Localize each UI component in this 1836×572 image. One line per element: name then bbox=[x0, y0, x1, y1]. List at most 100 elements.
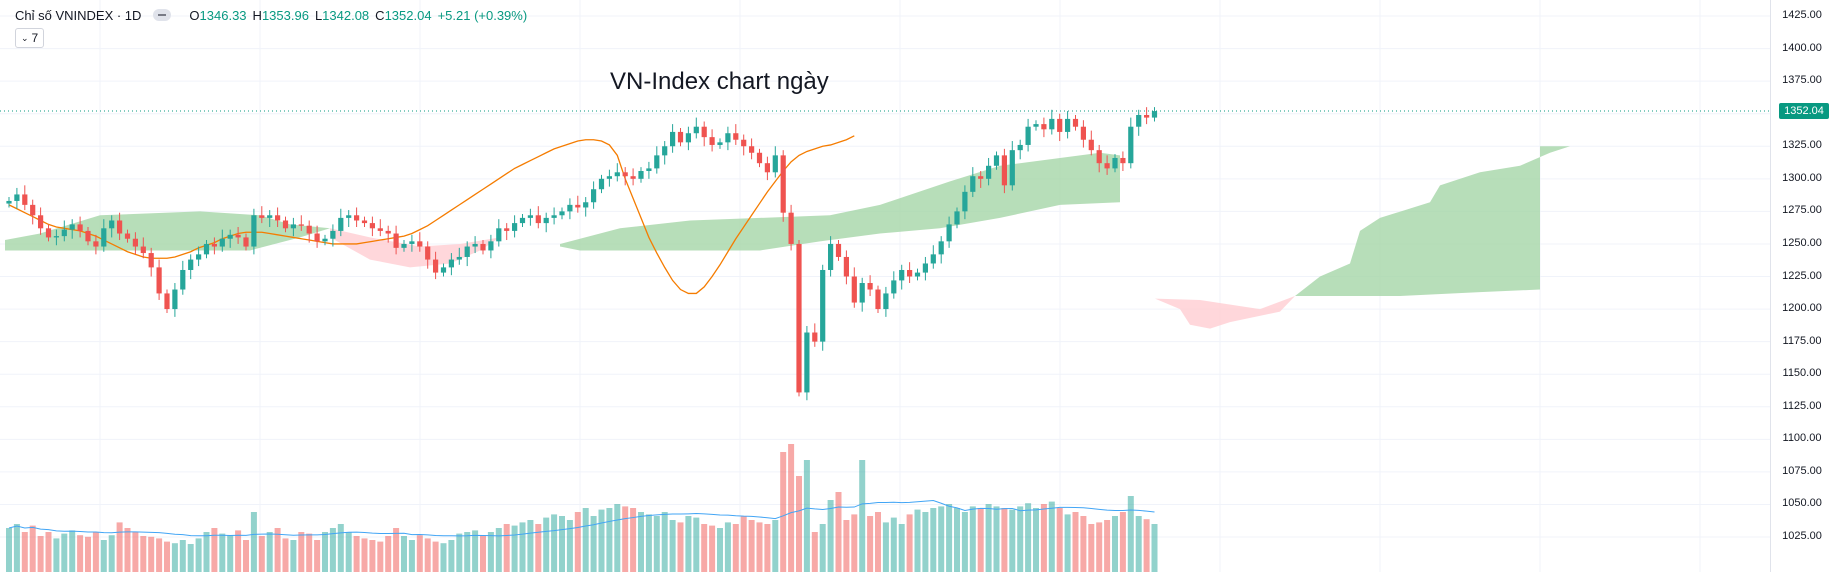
candle-body bbox=[101, 228, 107, 247]
open-label: O bbox=[189, 7, 200, 23]
volume-bar bbox=[977, 508, 984, 572]
volume-bar bbox=[45, 532, 52, 572]
symbol-title[interactable]: Chỉ số VNINDEX · 1D bbox=[15, 7, 142, 23]
volume-bar bbox=[100, 540, 107, 572]
volume-bar bbox=[511, 525, 518, 572]
candle-body bbox=[448, 259, 454, 268]
volume-bar bbox=[819, 524, 826, 572]
candle-body bbox=[764, 163, 770, 173]
candle-body bbox=[53, 236, 59, 238]
price-axis-tick: 1050.00 bbox=[1782, 497, 1822, 510]
candle-body bbox=[109, 220, 115, 229]
candle-body bbox=[654, 155, 660, 169]
candle-body bbox=[828, 243, 834, 270]
candle-body bbox=[820, 269, 826, 342]
price-axis-tick: 1300.00 bbox=[1782, 171, 1822, 184]
price-axis-border bbox=[1770, 0, 1771, 572]
candle-body bbox=[685, 133, 691, 143]
cloud-bear bbox=[1155, 296, 1295, 329]
volume-bar bbox=[337, 524, 344, 572]
volume-bar bbox=[456, 533, 463, 572]
volume-bar bbox=[258, 536, 265, 572]
candle-body bbox=[733, 133, 739, 140]
candle-body bbox=[409, 241, 415, 244]
price-axis-tick: 1225.00 bbox=[1782, 269, 1822, 282]
candle-body bbox=[361, 220, 368, 224]
candle-body bbox=[954, 211, 960, 225]
volume-bar bbox=[1072, 512, 1079, 572]
candle-body bbox=[1065, 118, 1071, 132]
volume-bar bbox=[764, 524, 771, 572]
candle-body bbox=[132, 238, 138, 247]
volume-bar bbox=[140, 536, 147, 572]
volume-bar bbox=[788, 444, 795, 572]
candle-body bbox=[1128, 126, 1134, 164]
volume-bar bbox=[1025, 503, 1032, 572]
candle-body bbox=[69, 224, 75, 230]
candle-body bbox=[480, 243, 486, 251]
candle-body bbox=[45, 228, 52, 238]
candle-body bbox=[891, 280, 897, 294]
volume-bar bbox=[835, 492, 842, 572]
candle-body bbox=[1120, 157, 1126, 164]
volume-bar bbox=[211, 528, 218, 572]
cloud-bull bbox=[1295, 146, 1570, 297]
candle-body bbox=[843, 256, 849, 277]
candle-body bbox=[354, 215, 360, 221]
candle-body bbox=[993, 155, 1000, 166]
volume-bar bbox=[709, 525, 716, 572]
candle-body bbox=[1057, 118, 1063, 132]
candle-body bbox=[30, 204, 36, 216]
volume-bar bbox=[385, 536, 392, 572]
candle-body bbox=[559, 211, 565, 216]
candle-body bbox=[235, 234, 241, 238]
cloud-bull bbox=[5, 211, 330, 251]
indicators-toggle-button[interactable]: ⌄ 7 bbox=[15, 28, 45, 48]
volume-bar bbox=[306, 533, 313, 572]
hide-icon[interactable] bbox=[153, 9, 172, 21]
volume-bar bbox=[946, 504, 953, 572]
candle-body bbox=[140, 246, 146, 254]
change-value: +5.21 (+0.39%) bbox=[437, 7, 528, 23]
chart-title: VN-Index chart ngày bbox=[610, 68, 829, 95]
price-axis-tick: 1150.00 bbox=[1782, 367, 1822, 380]
volume-bar bbox=[780, 452, 787, 572]
volume-bar bbox=[882, 522, 889, 572]
candle-body bbox=[322, 238, 328, 242]
candle-body bbox=[962, 191, 968, 212]
candle-body bbox=[930, 254, 936, 264]
volume-bar bbox=[993, 506, 1000, 572]
price-axis-tick: 1275.00 bbox=[1782, 204, 1822, 217]
candle-body bbox=[899, 269, 905, 281]
candle-body bbox=[211, 243, 217, 247]
candle-body bbox=[922, 263, 928, 273]
candle-body bbox=[527, 215, 533, 218]
volume-bar bbox=[164, 541, 170, 572]
candle-body bbox=[741, 139, 747, 147]
candle-body bbox=[638, 170, 644, 179]
volume-bar bbox=[61, 533, 68, 572]
candle-body bbox=[275, 215, 281, 221]
volume-bar bbox=[132, 532, 139, 572]
open-value: 1346.33 bbox=[199, 7, 247, 23]
volume-bar bbox=[195, 538, 202, 572]
candle-body bbox=[725, 133, 731, 143]
volume-bar bbox=[1096, 522, 1103, 572]
candle-body bbox=[519, 217, 526, 224]
volume-bar bbox=[543, 517, 550, 572]
candle-body bbox=[259, 215, 265, 218]
volume-bar bbox=[1151, 524, 1158, 572]
price-axis-tick: 1175.00 bbox=[1782, 334, 1822, 347]
indicator-count: 7 bbox=[31, 31, 39, 45]
volume-bar bbox=[938, 506, 945, 572]
candle-body bbox=[670, 131, 676, 147]
candle-body bbox=[914, 272, 921, 277]
volume-bar bbox=[487, 532, 494, 572]
volume-bar bbox=[408, 540, 415, 572]
volume-bar bbox=[53, 538, 60, 572]
price-axis-tick: 1100.00 bbox=[1782, 432, 1822, 445]
candle-body bbox=[172, 289, 178, 310]
candle-body bbox=[148, 253, 154, 268]
